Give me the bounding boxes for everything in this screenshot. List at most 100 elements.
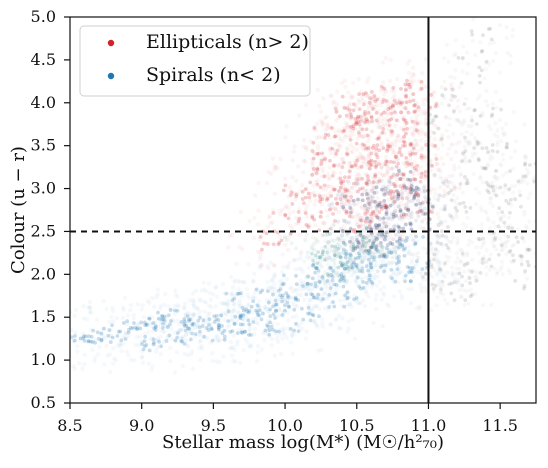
background-gray-core-point — [483, 166, 487, 171]
spiral-point — [166, 334, 171, 339]
spiral-point — [182, 351, 187, 356]
spiral-point — [72, 338, 78, 344]
background-gray-core-point — [496, 252, 501, 257]
background-navy-point — [411, 237, 416, 243]
spiral-point — [279, 269, 285, 275]
elliptical-point — [347, 125, 353, 130]
background-gray-core-point — [504, 145, 509, 150]
background-gray-point — [435, 104, 441, 109]
elliptical-core-point — [403, 94, 408, 99]
spiral-point — [291, 257, 297, 263]
background-teal-point — [320, 233, 325, 238]
elliptical-point — [312, 169, 317, 175]
background-navy-point — [340, 233, 345, 238]
spiral-core-point — [265, 323, 269, 328]
elliptical-point — [339, 205, 345, 210]
background-gray-core-point — [431, 257, 436, 262]
elliptical-point — [343, 178, 348, 183]
elliptical-point — [316, 164, 322, 170]
background-teal-core-point — [311, 258, 315, 263]
background-gray-point — [467, 238, 472, 243]
elliptical-point — [364, 194, 370, 200]
background-navy-core-point — [397, 225, 402, 230]
spiral-core-point — [152, 326, 157, 331]
spiral-point — [218, 329, 224, 335]
background-gray-point — [446, 146, 452, 151]
spiral-point — [320, 251, 325, 256]
elliptical-core-point — [315, 182, 320, 187]
background-gray-point — [511, 166, 516, 172]
elliptical-core-point — [364, 181, 369, 185]
spiral-point — [256, 303, 261, 309]
spiral-point — [277, 332, 282, 337]
spiral-core-point — [397, 260, 401, 265]
spiral-point — [372, 258, 377, 263]
elliptical-point — [429, 186, 434, 192]
background-gray-point — [469, 115, 474, 120]
spiral-core-point — [175, 331, 180, 335]
spiral-point — [179, 337, 185, 342]
elliptical-point — [415, 148, 421, 154]
elliptical-core-point — [434, 101, 439, 106]
elliptical-point — [272, 167, 277, 172]
background-gray-core-point — [470, 292, 474, 297]
background-gray-point — [501, 190, 506, 195]
spiral-core-point — [160, 326, 165, 330]
background-teal-point — [325, 247, 330, 252]
spiral-core-point — [216, 327, 221, 332]
background-gray-core-point — [464, 181, 469, 186]
elliptical-point — [348, 240, 354, 245]
spiral-core-point — [247, 322, 252, 327]
spiral-core-point — [238, 322, 243, 327]
background-gray-point — [459, 248, 464, 253]
spiral-point — [73, 330, 78, 335]
elliptical-point — [347, 160, 352, 166]
elliptical-core-point — [333, 196, 338, 201]
elliptical-point — [237, 244, 242, 249]
elliptical-point — [402, 160, 408, 165]
elliptical-point — [361, 92, 367, 97]
elliptical-point — [313, 169, 319, 174]
elliptical-point — [330, 186, 336, 191]
elliptical-point — [293, 222, 299, 227]
elliptical-core-point — [341, 160, 346, 165]
elliptical-core-point — [289, 190, 294, 194]
spiral-core-point — [341, 284, 346, 289]
background-gray-core-point — [472, 108, 477, 113]
elliptical-point — [420, 71, 425, 76]
spiral-point — [80, 366, 85, 371]
elliptical-point — [347, 161, 353, 166]
elliptical-point — [375, 206, 380, 211]
spiral-point — [334, 253, 339, 259]
background-gray-core-point — [480, 261, 485, 265]
elliptical-point — [383, 107, 388, 113]
elliptical-core-point — [314, 171, 319, 176]
elliptical-point — [336, 176, 341, 181]
spiral-point — [111, 356, 117, 361]
elliptical-core-point — [332, 187, 337, 192]
background-navy-point — [397, 216, 402, 221]
background-gray-point — [482, 255, 487, 260]
elliptical-point — [351, 145, 356, 150]
elliptical-core-point — [374, 152, 378, 157]
elliptical-core-point — [357, 92, 362, 97]
spiral-core-point — [78, 336, 83, 341]
elliptical-core-point — [370, 106, 375, 111]
spiral-point — [302, 285, 307, 290]
background-gray-point — [490, 155, 495, 161]
spiral-core-point — [187, 319, 192, 323]
spiral-point — [326, 266, 331, 271]
elliptical-point — [446, 134, 451, 140]
spiral-core-point — [82, 338, 87, 343]
spiral-point — [323, 290, 328, 296]
background-gray-point — [466, 242, 471, 247]
spiral-core-point — [182, 322, 187, 327]
spiral-point — [306, 256, 311, 261]
spiral-point — [439, 267, 444, 273]
elliptical-point — [397, 97, 403, 102]
spiral-point — [177, 328, 183, 333]
elliptical-point — [377, 132, 382, 137]
spiral-point — [358, 300, 363, 306]
spiral-core-point — [385, 243, 390, 247]
elliptical-point — [363, 210, 369, 216]
